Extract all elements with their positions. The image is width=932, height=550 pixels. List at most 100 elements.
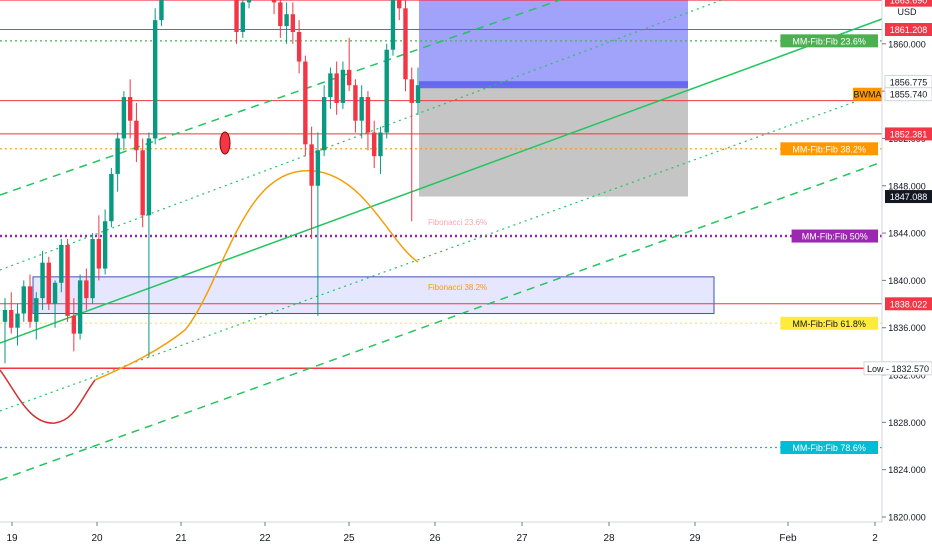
candle[interactable] <box>34 292 39 340</box>
candle[interactable] <box>303 55 308 157</box>
candle[interactable] <box>102 209 108 275</box>
ma-curve-orange[interactable] <box>94 169 419 381</box>
candle-body <box>240 2 245 32</box>
candle[interactable] <box>21 280 26 322</box>
position-profit-zone[interactable] <box>419 0 688 86</box>
regression-channel-line[interactable] <box>0 161 883 481</box>
price-label-text: 1838.022 <box>890 299 928 309</box>
price-label-text: 1855.740 <box>890 90 928 100</box>
position-loss-zone[interactable] <box>419 85 688 197</box>
fib-tag-text: MM-Fib:Fib 50% <box>802 232 868 242</box>
candle[interactable] <box>390 0 396 56</box>
price-tick-label: 1860.000 <box>888 39 926 49</box>
candle-body <box>146 138 152 216</box>
candle-body <box>134 120 139 151</box>
candle[interactable] <box>159 0 164 27</box>
candles-layer[interactable] <box>2 0 421 364</box>
candle[interactable] <box>40 250 45 310</box>
candle[interactable] <box>290 2 296 44</box>
candle[interactable] <box>115 132 120 192</box>
demand-zone-rectangle[interactable] <box>32 276 715 315</box>
regression-channel-line[interactable] <box>0 18 883 344</box>
price-label-level_1861: 1861.208 <box>885 23 932 37</box>
candle[interactable] <box>96 215 102 281</box>
candle[interactable] <box>384 43 389 139</box>
candle-body <box>109 173 114 222</box>
candle-body <box>9 309 14 328</box>
fib-tag-fib_236: MM-Fib:Fib 23.6% <box>780 34 878 48</box>
candle[interactable] <box>52 280 58 328</box>
candle[interactable] <box>415 67 421 115</box>
candle[interactable] <box>15 304 20 346</box>
candle[interactable] <box>9 292 14 334</box>
candle-body <box>415 85 421 103</box>
candle-body <box>378 132 383 157</box>
candle[interactable] <box>371 120 377 169</box>
candle[interactable] <box>134 102 139 163</box>
candle-body <box>121 97 127 139</box>
candle[interactable] <box>240 0 245 38</box>
candle[interactable] <box>65 238 70 322</box>
candle[interactable] <box>59 238 64 293</box>
candle[interactable] <box>271 0 277 15</box>
candle[interactable] <box>27 274 33 328</box>
candle[interactable] <box>46 256 52 310</box>
fib-tag-background <box>780 142 878 156</box>
candle[interactable] <box>340 61 346 109</box>
candle[interactable] <box>278 0 283 38</box>
candle[interactable] <box>365 91 371 151</box>
candle[interactable] <box>246 0 252 9</box>
candle-body <box>15 313 20 328</box>
candle[interactable] <box>121 91 127 151</box>
fib-tag-background <box>780 440 878 454</box>
pivot-marker[interactable] <box>219 131 231 155</box>
drawing-layer <box>32 0 715 315</box>
candle-body <box>246 0 252 3</box>
time-tick-label: 22 <box>259 533 271 544</box>
candle[interactable] <box>140 138 145 228</box>
ma-curve-red[interactable] <box>0 369 96 424</box>
candle[interactable] <box>284 2 289 44</box>
time-axis: 19 20 21 22 25 26 27 28 29 Feb 2 <box>0 521 932 550</box>
candle-body <box>127 97 133 121</box>
regression-channel-line[interactable] <box>0 91 883 412</box>
candle-body <box>346 69 352 86</box>
candle[interactable] <box>328 67 333 109</box>
candle[interactable] <box>2 298 8 364</box>
candle-body <box>309 144 314 186</box>
candle[interactable] <box>77 274 83 340</box>
candle[interactable] <box>84 268 89 310</box>
price-label-level_1856: 1856.775 <box>884 74 932 89</box>
candle[interactable] <box>71 298 77 352</box>
price-label-level_1852: 1852.381 <box>885 127 932 141</box>
candle[interactable] <box>90 233 95 305</box>
candle[interactable] <box>403 0 408 92</box>
candle-body <box>159 0 164 21</box>
candle[interactable] <box>346 37 352 92</box>
price-label-text: 1852.381 <box>890 129 928 139</box>
candle[interactable] <box>127 79 133 139</box>
candle[interactable] <box>334 61 339 115</box>
currency-label: USD <box>897 7 917 17</box>
candle[interactable] <box>321 85 327 157</box>
candle[interactable] <box>152 8 158 145</box>
candle[interactable] <box>234 0 239 44</box>
candle[interactable] <box>109 168 114 228</box>
candle[interactable] <box>146 132 152 358</box>
price-label-background <box>885 127 932 141</box>
candle[interactable] <box>309 126 314 239</box>
price-label-background <box>885 23 932 37</box>
candle[interactable] <box>353 79 358 133</box>
candle-body <box>40 262 45 299</box>
candle[interactable] <box>296 20 302 74</box>
regression-channel-line[interactable] <box>0 0 561 196</box>
candle[interactable] <box>359 85 364 139</box>
candle[interactable] <box>378 126 383 174</box>
candle[interactable] <box>409 67 414 222</box>
candle[interactable] <box>315 132 321 316</box>
price-tick-label: 1832.000 <box>888 371 926 381</box>
candle[interactable] <box>397 0 402 21</box>
candle-body <box>371 132 377 157</box>
fib-tag-fib_786: MM-Fib:Fib 78.6% <box>780 440 878 454</box>
